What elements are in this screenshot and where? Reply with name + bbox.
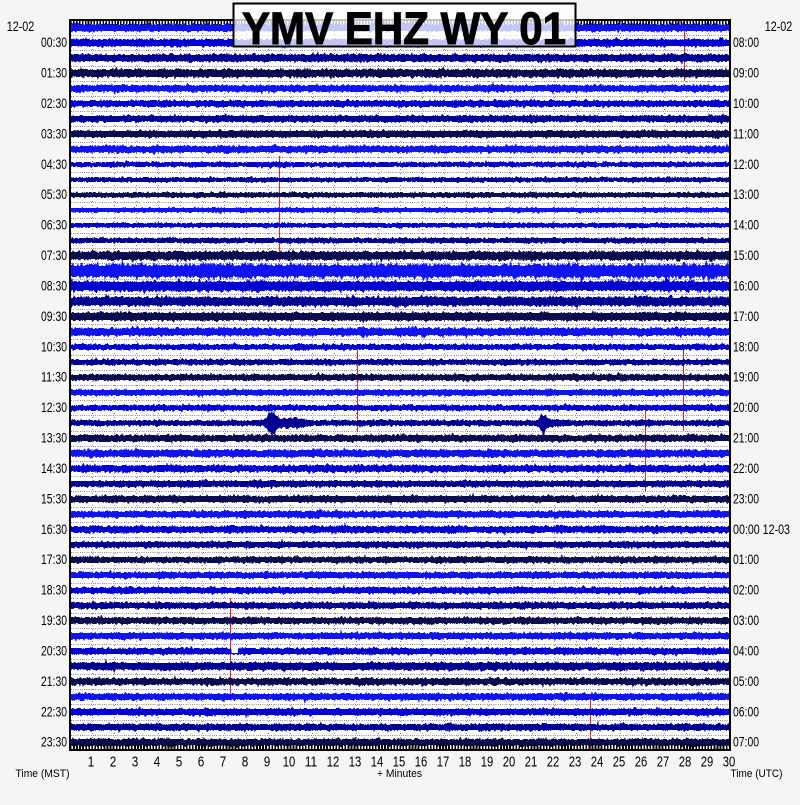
svg-text:28: 28: [679, 755, 692, 771]
svg-text:12-02: 12-02: [765, 18, 793, 34]
svg-text:11:30: 11:30: [41, 369, 67, 385]
svg-text:11:00: 11:00: [733, 126, 759, 142]
svg-text:19:00: 19:00: [733, 369, 759, 385]
svg-text:10:30: 10:30: [41, 339, 67, 355]
svg-text:21: 21: [525, 755, 538, 771]
svg-text:23:00: 23:00: [733, 491, 759, 507]
svg-text:25: 25: [613, 755, 626, 771]
svg-text:12:00: 12:00: [733, 156, 759, 172]
svg-text:14: 14: [371, 755, 384, 771]
svg-text:01:00: 01:00: [733, 551, 759, 567]
svg-text:2: 2: [110, 755, 117, 771]
svg-text:12-02: 12-02: [7, 18, 35, 34]
svg-text:18:00: 18:00: [733, 339, 759, 355]
svg-text:18: 18: [459, 755, 472, 771]
svg-text:13: 13: [349, 755, 362, 771]
svg-text:05:30: 05:30: [41, 186, 67, 202]
svg-text:1: 1: [88, 755, 95, 771]
svg-text:8: 8: [242, 755, 249, 771]
svg-text:13:30: 13:30: [41, 430, 67, 446]
svg-text:08:00: 08:00: [733, 34, 759, 50]
svg-text:04:00: 04:00: [733, 643, 759, 659]
svg-text:29: 29: [701, 755, 714, 771]
svg-text:15:30: 15:30: [41, 491, 67, 507]
svg-text:19:30: 19:30: [41, 612, 67, 628]
svg-text:Time (MST): Time (MST): [16, 768, 70, 780]
svg-text:10: 10: [283, 755, 296, 771]
svg-text:12: 12: [327, 755, 340, 771]
svg-text:9: 9: [264, 755, 271, 771]
svg-text:+ Minutes: + Minutes: [377, 768, 422, 780]
svg-text:20:00: 20:00: [733, 399, 759, 415]
svg-text:02:30: 02:30: [41, 95, 67, 111]
svg-text:20: 20: [503, 755, 516, 771]
svg-text:23: 23: [569, 755, 582, 771]
svg-text:13:00: 13:00: [733, 186, 759, 202]
svg-text:16: 16: [415, 755, 428, 771]
svg-text:14:00: 14:00: [733, 217, 759, 233]
svg-text:7: 7: [220, 755, 227, 771]
svg-text:10:00: 10:00: [733, 95, 759, 111]
svg-text:YMV EHZ WY 01: YMV EHZ WY 01: [242, 3, 566, 54]
svg-text:15: 15: [393, 755, 406, 771]
svg-text:21:30: 21:30: [41, 673, 67, 689]
svg-text:01:30: 01:30: [41, 65, 67, 81]
svg-text:02:00: 02:00: [733, 582, 759, 598]
svg-text:16:30: 16:30: [41, 521, 67, 537]
svg-text:06:00: 06:00: [733, 704, 759, 720]
svg-text:18:30: 18:30: [41, 582, 67, 598]
svg-text:4: 4: [154, 755, 161, 771]
svg-text:6: 6: [198, 755, 205, 771]
svg-text:06:30: 06:30: [41, 217, 67, 233]
svg-text:00:30: 00:30: [41, 34, 67, 50]
svg-text:24: 24: [591, 755, 604, 771]
svg-text:09:00: 09:00: [733, 65, 759, 81]
svg-text:03:30: 03:30: [41, 126, 67, 142]
svg-text:14:30: 14:30: [41, 460, 67, 476]
svg-text:07:30: 07:30: [41, 247, 67, 263]
svg-text:17:30: 17:30: [41, 551, 67, 567]
svg-text:27: 27: [657, 755, 670, 771]
svg-text:22: 22: [547, 755, 560, 771]
svg-text:3: 3: [132, 755, 139, 771]
svg-text:17: 17: [437, 755, 450, 771]
svg-text:16:00: 16:00: [733, 278, 759, 294]
svg-text:00:00 12-03: 00:00 12-03: [733, 521, 790, 537]
svg-text:07:00: 07:00: [733, 734, 759, 750]
svg-text:5: 5: [176, 755, 183, 771]
svg-text:09:30: 09:30: [41, 308, 67, 324]
svg-text:22:30: 22:30: [41, 704, 67, 720]
svg-text:15:00: 15:00: [733, 247, 759, 263]
svg-text:21:00: 21:00: [733, 430, 759, 446]
svg-text:03:00: 03:00: [733, 612, 759, 628]
svg-text:22:00: 22:00: [733, 460, 759, 476]
svg-text:17:00: 17:00: [733, 308, 759, 324]
svg-text:Time (UTC): Time (UTC): [731, 768, 783, 780]
svg-text:11: 11: [305, 755, 318, 771]
svg-text:04:30: 04:30: [41, 156, 67, 172]
svg-text:30: 30: [723, 755, 736, 771]
svg-text:26: 26: [635, 755, 648, 771]
svg-text:20:30: 20:30: [41, 643, 67, 659]
svg-text:23:30: 23:30: [41, 734, 67, 750]
svg-text:12:30: 12:30: [41, 399, 67, 415]
svg-text:08:30: 08:30: [41, 278, 67, 294]
svg-text:19: 19: [481, 755, 494, 771]
svg-text:05:00: 05:00: [733, 673, 759, 689]
